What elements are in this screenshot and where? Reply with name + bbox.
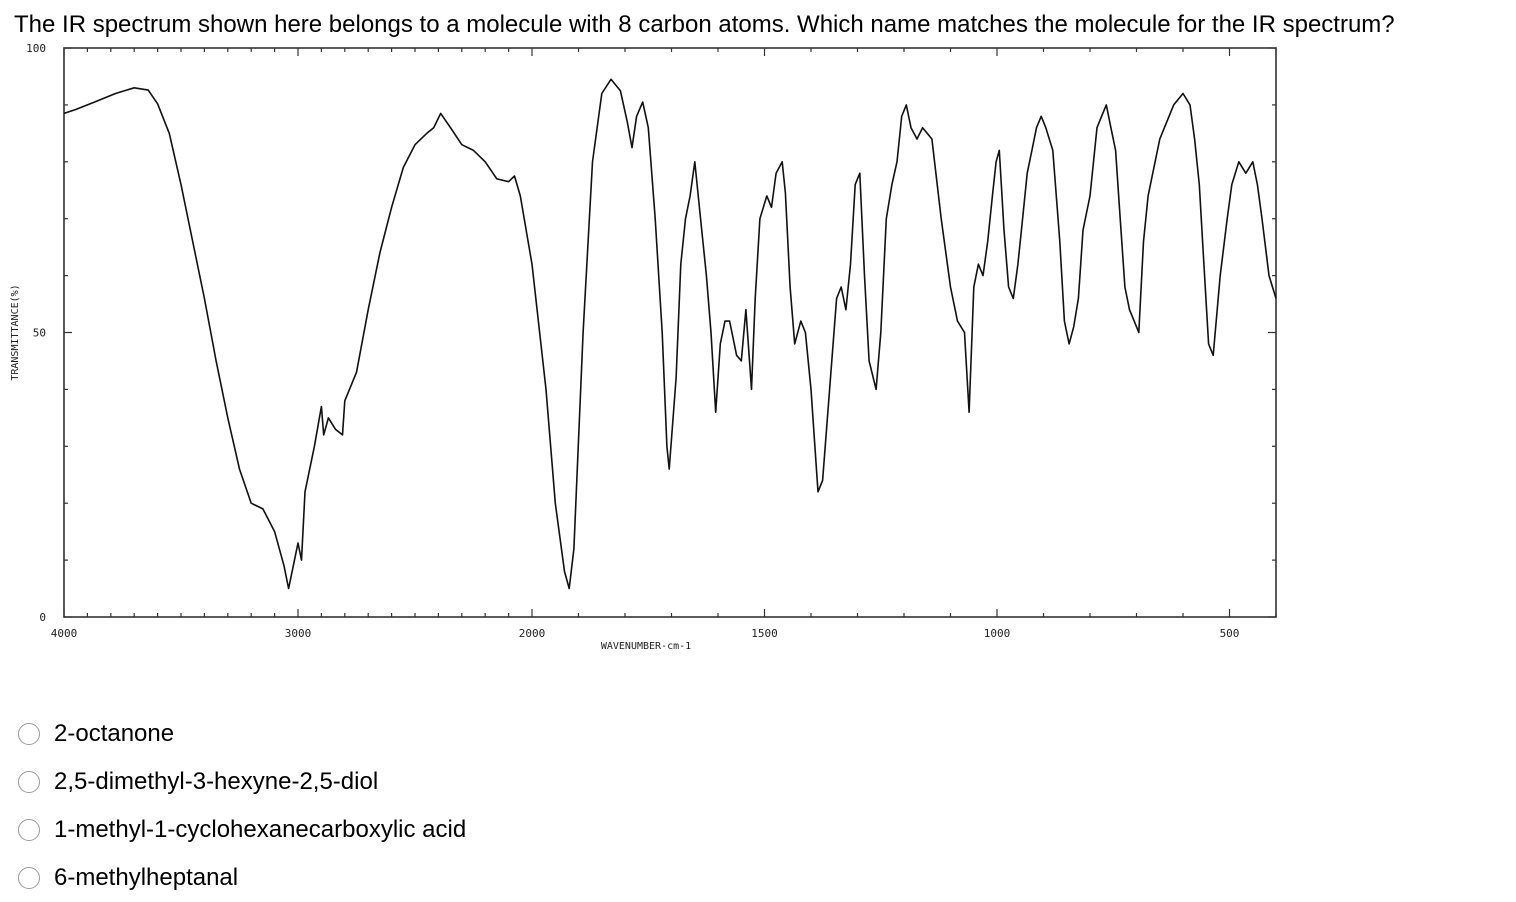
option-label: 2,5-dimethyl-3-hexyne-2,5-diol (54, 768, 379, 795)
plot-frame (63, 47, 1277, 618)
y-axis-label: TRANSMITTANCE(%) (10, 284, 21, 380)
x-tick-label: 1000 (984, 627, 1011, 640)
x-tick-label: 1500 (751, 627, 778, 640)
x-tick-label: 2000 (519, 627, 546, 640)
radio-button[interactable] (18, 723, 40, 745)
question-text: The IR spectrum shown here belongs to a … (14, 11, 1395, 38)
chart-series (63, 78, 1277, 590)
chart-ticks (63, 47, 1277, 618)
option-label: 6-methylheptanal (54, 864, 239, 891)
chart-labels: 4000 3000 2000 1500 1000 500 0 50 100 WAVENUMBER-… (10, 42, 1239, 652)
option-label: 1-methyl-1-cyclohexanecarboxylic acid (54, 816, 467, 843)
option-hexyne-diol[interactable]: 2,5-dimethyl-3-hexyne-2,5-diol (18, 758, 466, 806)
radio-button[interactable] (18, 819, 40, 841)
chart-axes (63, 47, 1277, 618)
option-cyclohexanecarboxylic-acid[interactable]: 1-methyl-1-cyclohexanecarboxylic acid (18, 806, 466, 854)
option-label: 2-octanone (54, 720, 175, 747)
x-tick-label: 4000 (51, 627, 78, 640)
x-tick-label: 3000 (285, 627, 312, 640)
y-tick-label: 100 (26, 42, 46, 55)
y-tick-label: 50 (33, 327, 46, 340)
option-2-octanone[interactable]: 2-octanone (18, 710, 466, 758)
answer-options: 2-octanone 2,5-dimethyl-3-hexyne-2,5-dio… (18, 710, 466, 902)
radio-button[interactable] (18, 771, 40, 793)
x-axis-label: WAVENUMBER-cm-1 (601, 641, 691, 652)
spectrum-line (63, 78, 1277, 590)
x-tick-label: 500 (1220, 627, 1240, 640)
ir-spectrum-chart: 4000 3000 2000 1500 1000 500 0 50 100 WAVENUMBER-… (10, 42, 1277, 652)
option-6-methylheptanal[interactable]: 6-methylheptanal (18, 854, 466, 902)
y-tick-label: 0 (39, 611, 46, 624)
